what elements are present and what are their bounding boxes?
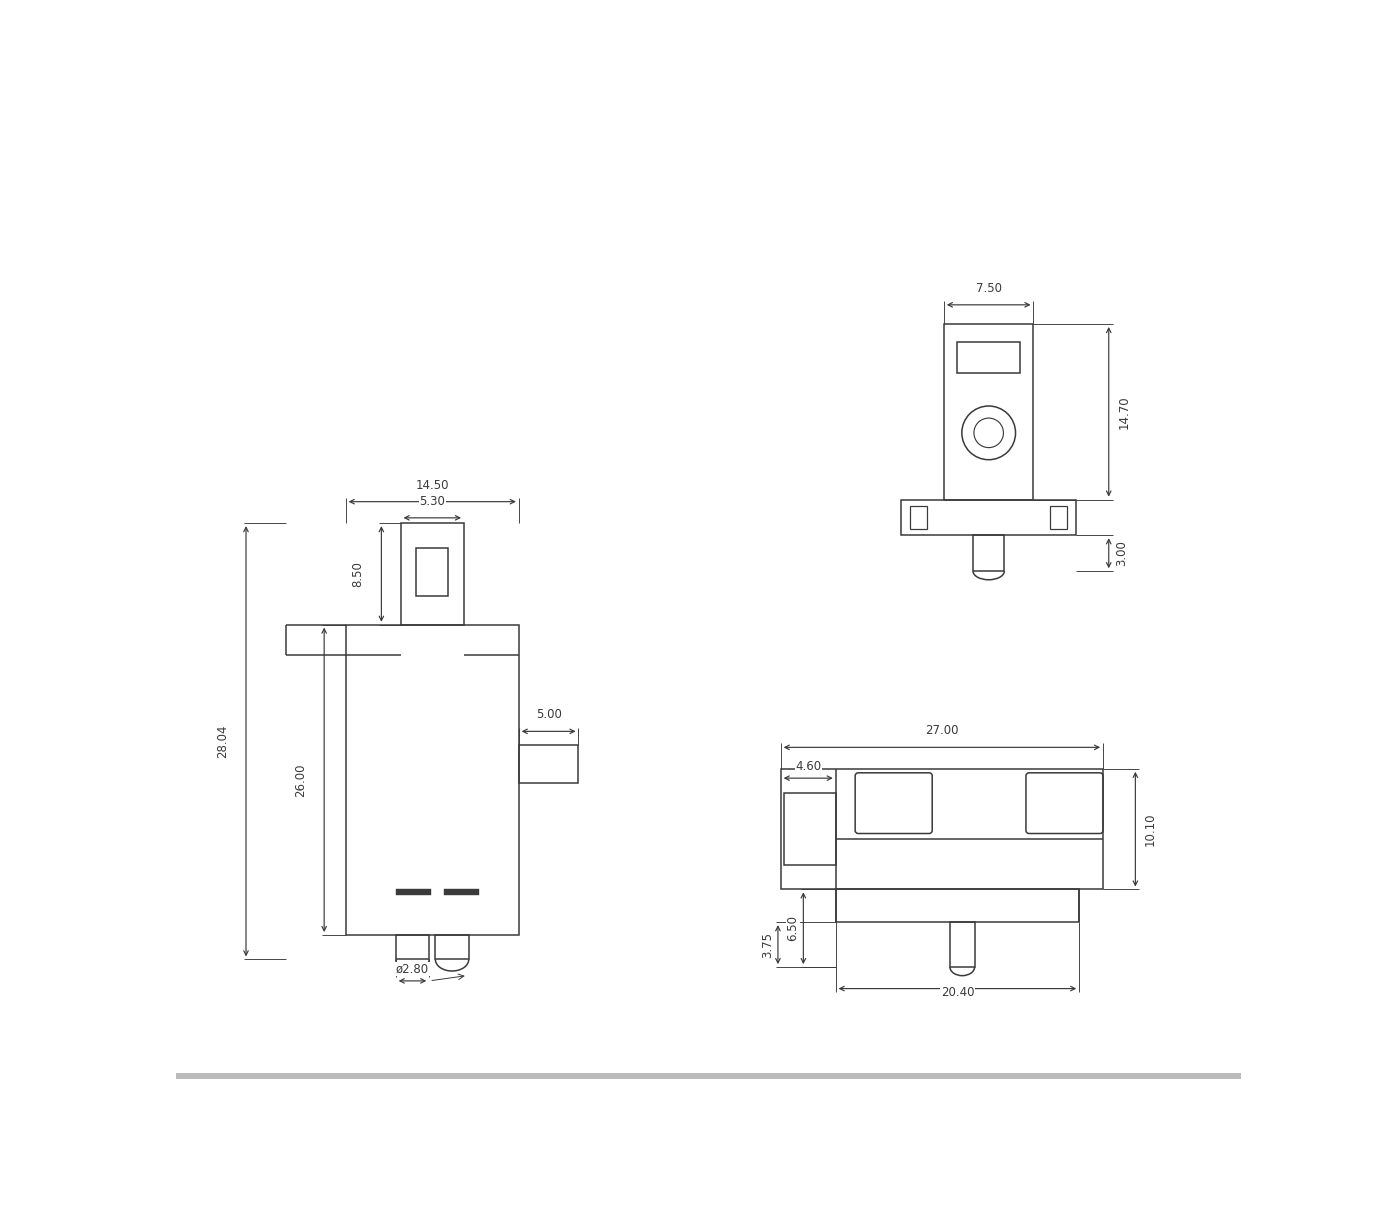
Text: ø2.80: ø2.80 [396, 962, 429, 976]
Bar [900, 499, 1076, 536]
Bar [950, 922, 975, 967]
Text: 6.50: 6.50 [787, 915, 799, 942]
Text: 26.00: 26.00 [295, 764, 307, 796]
Text: 10.10: 10.10 [1144, 812, 1158, 846]
Bar [974, 536, 1004, 571]
Text: 5.00: 5.00 [535, 708, 561, 721]
Bar [781, 768, 1104, 890]
Bar [910, 505, 927, 530]
Bar [945, 324, 1033, 499]
Text: 28.04: 28.04 [216, 725, 230, 758]
Text: 14.50: 14.50 [415, 479, 449, 492]
Text: 3.75: 3.75 [761, 932, 774, 957]
Text: 5.30: 5.30 [419, 494, 445, 508]
Bar [835, 890, 1079, 922]
Text: 20.40: 20.40 [940, 987, 974, 1000]
Text: 7.50: 7.50 [975, 282, 1001, 295]
Bar [957, 342, 1021, 373]
Bar [444, 888, 479, 894]
Text: 3.00: 3.00 [1115, 541, 1129, 566]
Text: 8.50: 8.50 [351, 561, 365, 587]
Bar [396, 934, 429, 960]
Text: 4.60: 4.60 [795, 760, 822, 773]
Bar [177, 1074, 1242, 1079]
Bar [401, 524, 463, 624]
Bar [416, 548, 448, 596]
Bar [346, 624, 519, 934]
Bar [396, 888, 430, 894]
Bar [519, 745, 578, 783]
Text: 14.70: 14.70 [1117, 395, 1130, 429]
Bar [436, 934, 469, 960]
Bar [1050, 505, 1068, 530]
Text: 27.00: 27.00 [925, 725, 958, 737]
Bar [784, 793, 835, 865]
